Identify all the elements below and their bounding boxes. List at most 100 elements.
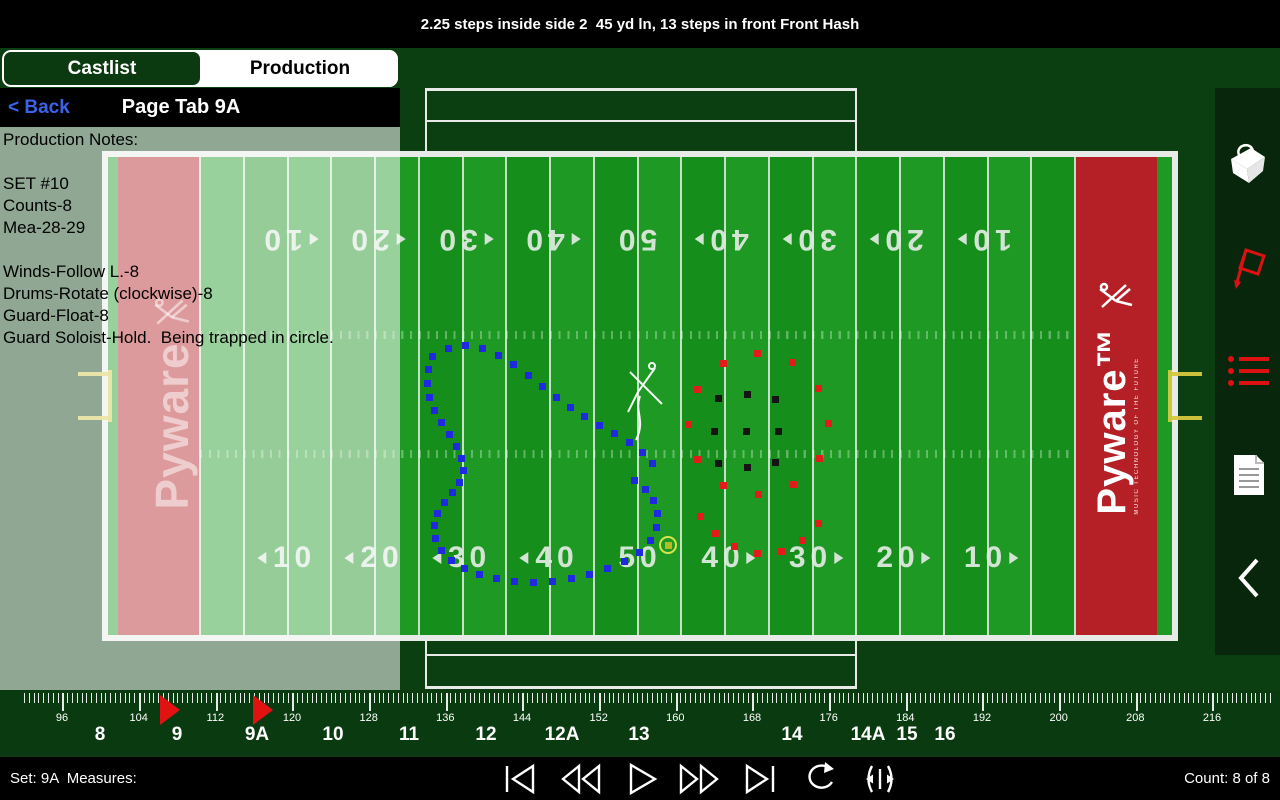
drill-dot-battery[interactable] xyxy=(711,529,719,537)
collapse-sidebar-button[interactable] xyxy=(1222,552,1274,604)
page-tab-label[interactable]: 16 xyxy=(934,724,956,745)
flag-tool-button[interactable] xyxy=(1222,242,1274,294)
page-tab-label[interactable]: 9A xyxy=(244,724,270,745)
drill-dot-selected[interactable] xyxy=(664,541,672,549)
drill-dot-battery[interactable] xyxy=(789,480,797,488)
drill-dot-wind[interactable] xyxy=(529,578,537,586)
drill-dot-battery[interactable] xyxy=(824,419,832,427)
drill-dot-wind[interactable] xyxy=(444,344,452,352)
tab-castlist[interactable]: Castlist xyxy=(4,52,200,85)
drill-dot-wind[interactable] xyxy=(430,521,438,529)
drill-dot-wind[interactable] xyxy=(638,448,646,456)
drill-dot-guard[interactable] xyxy=(714,459,722,467)
drill-dot-wind[interactable] xyxy=(524,371,532,379)
drill-dot-wind[interactable] xyxy=(461,341,469,349)
bucket-tool-button[interactable] xyxy=(1222,139,1274,191)
page-tab-label[interactable]: 8 xyxy=(94,724,106,745)
drill-dot-battery[interactable] xyxy=(693,455,701,463)
drill-dot-wind[interactable] xyxy=(653,509,661,517)
drill-dot-battery[interactable] xyxy=(815,454,823,462)
drill-dot-wind[interactable] xyxy=(620,557,628,565)
drill-dot-wind[interactable] xyxy=(509,360,517,368)
selected-performer-ring[interactable] xyxy=(659,536,677,554)
drill-dot-wind[interactable] xyxy=(603,564,611,572)
drill-dot-wind[interactable] xyxy=(580,412,588,420)
drill-dot-wind[interactable] xyxy=(475,570,483,578)
edit-list-button[interactable] xyxy=(1222,345,1274,397)
drill-dot-wind[interactable] xyxy=(452,442,460,450)
drill-dot-wind[interactable] xyxy=(440,498,448,506)
page-tab-label[interactable]: 9 xyxy=(171,724,183,745)
drill-dot-wind[interactable] xyxy=(445,430,453,438)
drill-dot-wind[interactable] xyxy=(424,365,432,373)
page-tab-label[interactable]: 13 xyxy=(628,724,650,745)
page-tab-label[interactable]: 12A xyxy=(544,724,580,745)
drill-dot-wind[interactable] xyxy=(428,352,436,360)
page-tab-label[interactable]: 11 xyxy=(398,724,420,745)
drill-dot-guard[interactable] xyxy=(771,458,779,466)
drill-dot-wind[interactable] xyxy=(423,379,431,387)
drill-dot-battery[interactable] xyxy=(684,420,692,428)
drill-dot-wind[interactable] xyxy=(457,454,465,462)
drill-dot-wind[interactable] xyxy=(510,577,518,585)
drill-dot-wind[interactable] xyxy=(448,488,456,496)
page-tab-label[interactable]: 14 xyxy=(781,724,803,745)
drill-dot-wind[interactable] xyxy=(567,574,575,582)
page-tab-label[interactable]: 12 xyxy=(475,724,497,745)
skip-to-end-button[interactable] xyxy=(737,760,783,798)
drill-dot-battery[interactable] xyxy=(753,349,761,357)
drill-dot-wind[interactable] xyxy=(437,546,445,554)
drill-dot-wind[interactable] xyxy=(425,393,433,401)
play-button[interactable] xyxy=(617,760,663,798)
drill-dot-battery[interactable] xyxy=(753,549,761,557)
loop-button[interactable] xyxy=(797,760,843,798)
drill-dot-wind[interactable] xyxy=(625,438,633,446)
fast-forward-button[interactable] xyxy=(677,760,723,798)
drill-dot-guard[interactable] xyxy=(710,427,718,435)
drill-dot-wind[interactable] xyxy=(641,485,649,493)
notes-document-button[interactable] xyxy=(1222,449,1274,501)
drill-dot-wind[interactable] xyxy=(460,564,468,572)
page-tab-marker[interactable] xyxy=(160,695,180,725)
count-ruler[interactable]: 96 104 112 120 128 136 144 152 160 168 176 184 192 20… xyxy=(0,690,1280,757)
drill-dot-battery[interactable] xyxy=(719,481,727,489)
drill-dot-wind[interactable] xyxy=(437,418,445,426)
drill-dot-wind[interactable] xyxy=(566,403,574,411)
drill-dot-guard[interactable] xyxy=(771,395,779,403)
drill-dot-battery[interactable] xyxy=(754,490,762,498)
page-tab-label[interactable]: 15 xyxy=(896,724,918,745)
drill-dot-wind[interactable] xyxy=(459,466,467,474)
drill-dot-wind[interactable] xyxy=(494,351,502,359)
rewind-button[interactable] xyxy=(557,760,603,798)
back-button[interactable]: < Back xyxy=(8,96,70,118)
drill-dot-wind[interactable] xyxy=(433,509,441,517)
drill-dot-guard[interactable] xyxy=(742,427,750,435)
drill-dot-wind[interactable] xyxy=(648,459,656,467)
drill-dot-battery[interactable] xyxy=(693,385,701,393)
drill-dot-wind[interactable] xyxy=(538,382,546,390)
drill-dot-wind[interactable] xyxy=(635,548,643,556)
drill-dot-wind[interactable] xyxy=(630,476,638,484)
drill-dot-wind[interactable] xyxy=(430,406,438,414)
drill-dot-wind[interactable] xyxy=(447,556,455,564)
drill-dot-battery[interactable] xyxy=(730,542,738,550)
drill-dot-wind[interactable] xyxy=(455,478,463,486)
drill-dot-battery[interactable] xyxy=(814,519,822,527)
drill-dot-battery[interactable] xyxy=(798,536,806,544)
drill-dot-wind[interactable] xyxy=(646,536,654,544)
drill-dot-battery[interactable] xyxy=(719,359,727,367)
drill-dot-battery[interactable] xyxy=(777,547,785,555)
drill-dot-wind[interactable] xyxy=(585,570,593,578)
drill-dot-guard[interactable] xyxy=(714,394,722,402)
drill-dot-guard[interactable] xyxy=(743,463,751,471)
drill-dot-wind[interactable] xyxy=(478,344,486,352)
drill-dot-guard[interactable] xyxy=(743,390,751,398)
drill-dot-wind[interactable] xyxy=(548,577,556,585)
drill-dot-battery[interactable] xyxy=(788,358,796,366)
drill-dot-wind[interactable] xyxy=(492,574,500,582)
page-tab-marker[interactable] xyxy=(253,695,273,725)
skip-to-start-button[interactable] xyxy=(497,760,543,798)
page-tab-label[interactable]: 10 xyxy=(322,724,344,745)
production-notes-panel[interactable]: Production Notes: SET #10 Counts-8 Mea-28-… xyxy=(0,127,400,690)
page-tab-label[interactable]: 14A xyxy=(850,724,886,745)
